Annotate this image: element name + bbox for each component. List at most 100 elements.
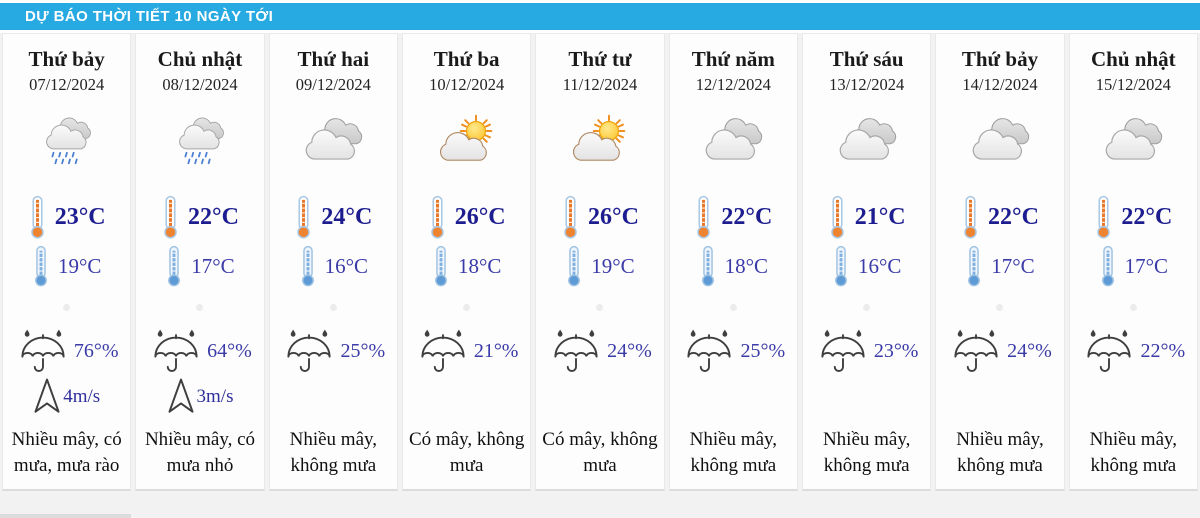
divider-dot: [863, 303, 871, 311]
divider-dot: [1129, 303, 1137, 311]
thermometer-low-icon: [699, 245, 717, 287]
day-name: Thứ hai: [297, 47, 370, 71]
rain-probability: 23°%: [873, 339, 919, 362]
high-temperature: 22°C: [988, 203, 1039, 230]
weather-description: Nhiều mây, không mưa: [1089, 429, 1178, 476]
umbrella-icon: [281, 328, 337, 374]
weather-description: Nhiều mây, không mưa: [289, 429, 378, 476]
rain-probability: 22°%: [1140, 339, 1186, 362]
day-date: 15/12/2024: [1095, 75, 1171, 94]
day-name: Thứ ba: [433, 47, 500, 71]
day-card: Thứ bảy 07/12/2024 23°C 19°C 76°%: [2, 33, 132, 492]
high-temperature: 23°C: [54, 203, 106, 230]
thermometer-low-icon: [832, 245, 850, 287]
cloudy-icon: [300, 113, 366, 167]
wind-arrow-icon: [167, 377, 195, 415]
low-temperature: 18°C: [457, 253, 502, 278]
low-temperature: 17°C: [191, 253, 235, 278]
day-date: 08/12/2024: [162, 75, 238, 94]
rain-cloud-icon: [34, 113, 100, 167]
rain-probability: 25°%: [340, 339, 386, 362]
weather-description: Có mây, không mưa: [542, 429, 658, 476]
day-date: 07/12/2024: [29, 75, 105, 94]
high-temperature: 21°C: [854, 203, 906, 230]
divider-dot: [63, 303, 71, 311]
divider-dot: [329, 303, 337, 311]
forecast-title: DỰ BÁO THỜI TIẾT 10 NGÀY TỚI: [25, 8, 274, 25]
umbrella-icon: [815, 328, 871, 374]
divider-dot: [596, 303, 604, 311]
umbrella-icon: [681, 328, 737, 374]
day-name: Thứ tư: [568, 47, 632, 71]
rain-probability: 21°%: [473, 339, 519, 362]
rain-probability: 76°%: [73, 339, 119, 362]
thermometer-high-icon: [561, 195, 580, 239]
day-date: 12/12/2024: [695, 75, 771, 94]
day-date: 14/12/2024: [962, 75, 1038, 94]
wind-speed: 3m/s: [196, 386, 234, 407]
day-card: Thứ hai 09/12/2024 24°C 16°C 25°%: [268, 33, 398, 492]
high-temperature: 24°C: [321, 203, 373, 230]
umbrella-icon: [15, 328, 71, 374]
rain-cloud-icon: [167, 113, 233, 167]
day-name: Chủ nhật: [157, 47, 243, 71]
day-card: Thứ ba 10/12/2024 26°C 18°C 21°%: [401, 33, 532, 492]
day-card: Thứ năm 12/12/2024 22°C 18°C 25°%: [668, 33, 798, 492]
low-temperature: 16°C: [857, 253, 902, 278]
rain-probability: 64°%: [207, 339, 252, 362]
thermometer-low-icon: [32, 245, 50, 287]
divider-dot: [996, 303, 1004, 311]
umbrella-icon: [148, 328, 204, 374]
day-date: 13/12/2024: [829, 75, 905, 94]
day-name: Thứ năm: [691, 47, 775, 71]
thermometer-high-icon: [1094, 195, 1113, 239]
day-card: Thứ bảy 14/12/2024 22°C 17°C 24°%: [935, 33, 1065, 492]
thermometer-high-icon: [161, 195, 180, 239]
thermometer-high-icon: [694, 195, 713, 239]
rain-probability: 24°%: [607, 339, 652, 362]
thermometer-high-icon: [828, 195, 847, 239]
day-card: Chủ nhật 15/12/2024 22°C 17°C 22°%: [1068, 33, 1198, 492]
divider-dot: [463, 303, 471, 311]
low-temperature: 17°C: [991, 253, 1035, 278]
umbrella-icon: [948, 328, 1004, 374]
thermometer-low-icon: [965, 245, 983, 287]
weather-description: Nhiều mây, không mưa: [956, 429, 1044, 476]
rain-probability: 25°%: [740, 339, 786, 362]
low-temperature: 19°C: [591, 253, 635, 278]
wind-arrow-icon: [33, 377, 61, 415]
day-date: 09/12/2024: [295, 75, 371, 94]
thermometer-low-icon: [432, 245, 450, 287]
high-temperature: 26°C: [588, 203, 639, 230]
weather-description: Nhiều mây, có mưa, mưa rào: [11, 429, 122, 476]
cloudy-icon: [967, 113, 1033, 167]
forecast-header-bar: DỰ BÁO THỜI TIẾT 10 NGÀY TỚI: [0, 3, 1200, 30]
day-date: 10/12/2024: [429, 75, 505, 94]
umbrella-icon: [415, 328, 471, 374]
wind-speed: 4m/s: [63, 386, 101, 407]
umbrella-icon: [1081, 328, 1137, 374]
sun-cloud-icon: [434, 113, 500, 167]
thermometer-high-icon: [28, 195, 47, 239]
sun-cloud-icon: [567, 113, 633, 167]
day-card: Thứ sáu 13/12/2024 21°C 16°C 23°%: [801, 33, 932, 492]
day-name: Thứ sáu: [829, 47, 904, 71]
weather-description: Nhiều mây, không mưa: [689, 429, 778, 476]
thermometer-low-icon: [1099, 245, 1117, 287]
high-temperature: 26°C: [454, 203, 506, 230]
low-temperature: 16°C: [324, 253, 369, 278]
day-card: Chủ nhật 08/12/2024 22°C 17°C 64°%: [135, 33, 265, 492]
day-name: Chủ nhật: [1091, 47, 1176, 71]
below-content-edge: [0, 514, 131, 518]
thermometer-high-icon: [428, 195, 447, 239]
high-temperature: 22°C: [188, 203, 239, 230]
rain-probability: 24°%: [1007, 339, 1052, 362]
day-name: Thứ bảy: [961, 47, 1039, 71]
day-card: Thứ tư 11/12/2024 26°C 19°C 24°%: [535, 33, 665, 492]
divider-dot: [196, 303, 204, 311]
thermometer-low-icon: [565, 245, 583, 287]
high-temperature: 22°C: [721, 203, 773, 230]
day-date: 11/12/2024: [562, 75, 638, 94]
divider-dot: [729, 303, 737, 311]
thermometer-high-icon: [961, 195, 980, 239]
